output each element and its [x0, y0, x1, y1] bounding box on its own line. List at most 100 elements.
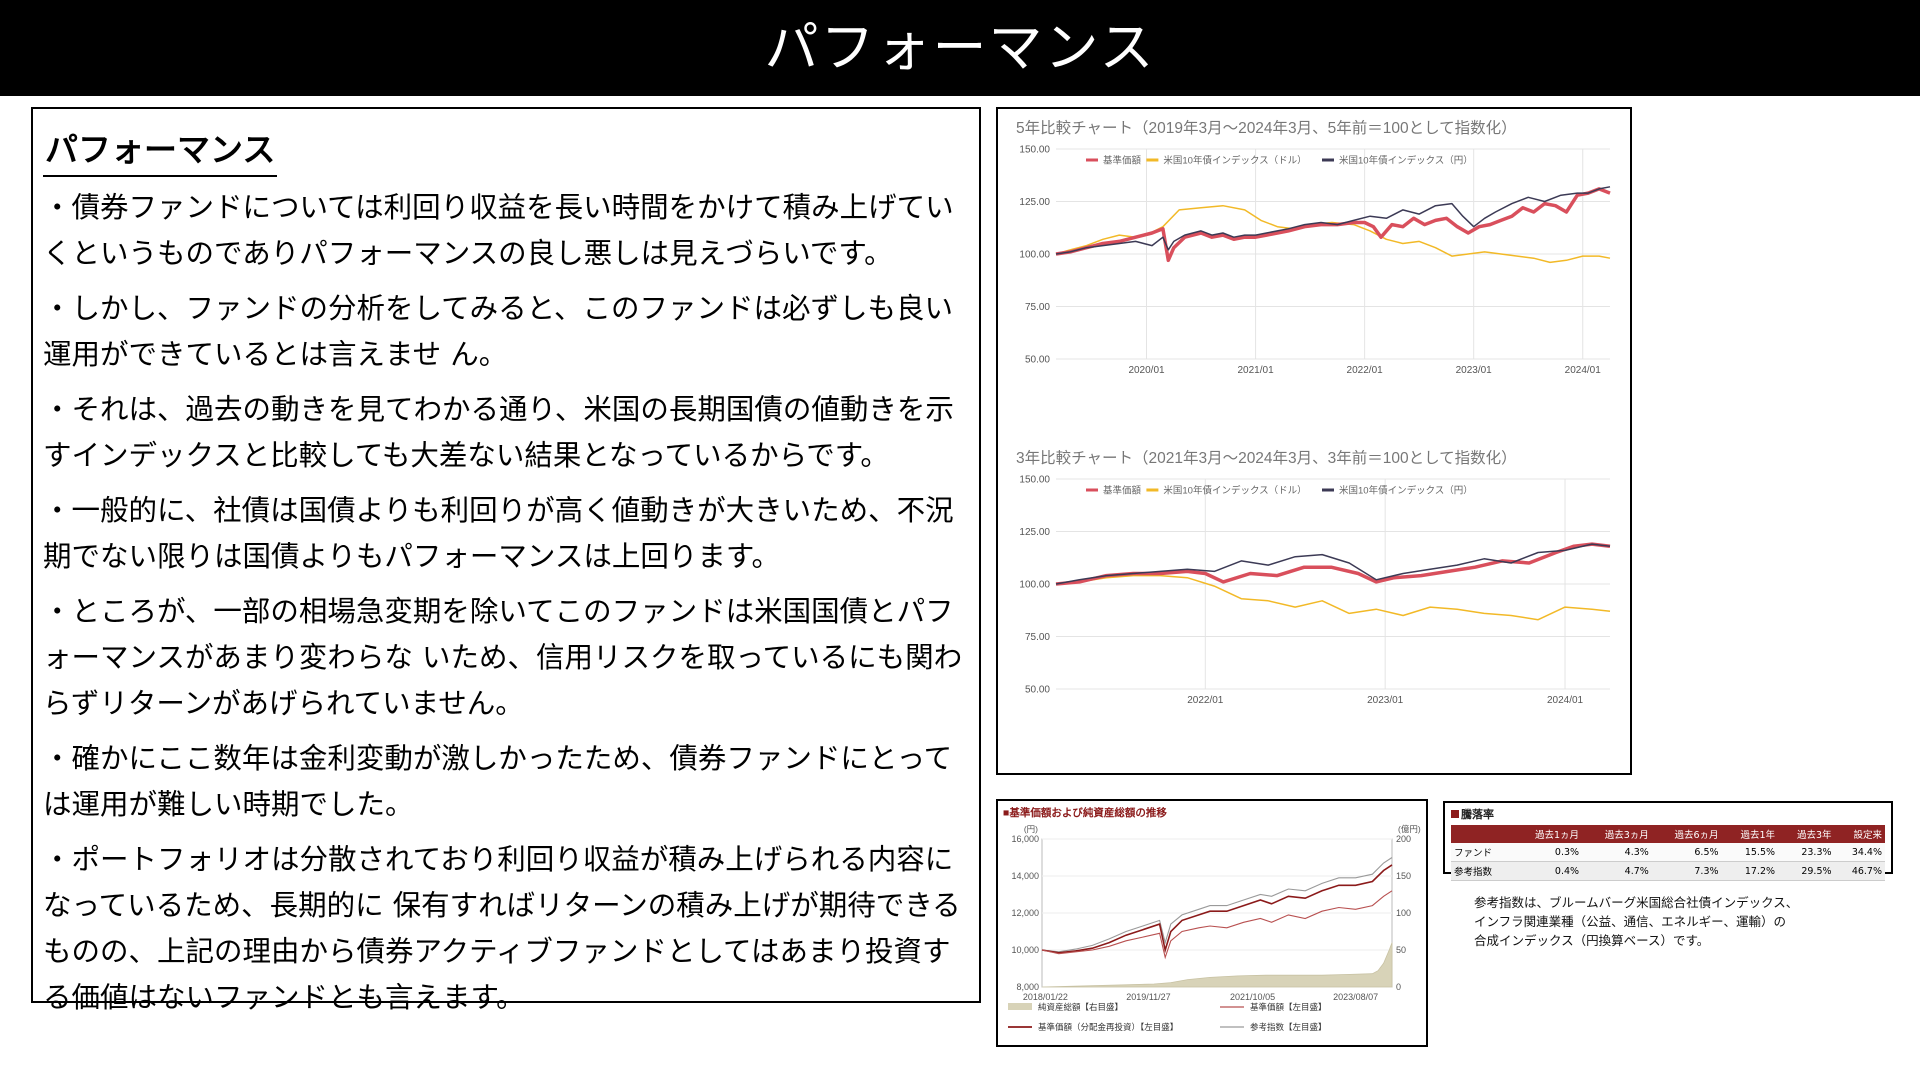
returns-title: 騰落率 — [1451, 806, 1885, 822]
paragraph: ・一般的に、社債は国債よりも利回りが高く値動きが大きいため、不況期でない限りは国… — [43, 494, 954, 573]
series-line — [1055, 187, 1611, 263]
series-line — [1055, 186, 1611, 255]
table-row: ファンド 0.3% 4.3% 6.5% 15.5% 23.3% 34.4% — [1451, 843, 1885, 862]
x-tick-label: 2024/01 — [1547, 695, 1584, 706]
y-tick-label: 50.00 — [1025, 685, 1050, 696]
header-cell: 過去3年 — [1778, 825, 1835, 843]
x-tick-label: 2020/01 — [1128, 365, 1165, 376]
x-tick-label: 2021/01 — [1237, 365, 1274, 376]
table-cell: 0.4% — [1512, 861, 1583, 881]
x-tick-label: 2019/11/27 — [1126, 992, 1170, 1002]
series-line — [1041, 857, 1393, 953]
x-tick-label: 2018/01/22 — [1023, 992, 1068, 1002]
x-tick-label: 2023/08/07 — [1333, 992, 1378, 1002]
note-line: インフラ関連業種（公益、通信、エネルギー、運輸）の — [1474, 914, 1787, 929]
legend-entry: 基準価額【左目盛】 — [1250, 1002, 1327, 1012]
table-cell: 29.5% — [1778, 861, 1835, 881]
y-tick-label: 125.00 — [1019, 197, 1050, 208]
y2-tick-label: 200 — [1396, 834, 1411, 844]
section-heading: パフォーマンス — [43, 123, 278, 177]
chart-title: ■基準価額および純資産総額の推移 — [1003, 806, 1167, 819]
legend-entry: 米国10年債インデックス（ドル） — [1163, 485, 1306, 497]
legend-swatch — [1008, 1003, 1032, 1010]
y-tick-label: 75.00 — [1025, 302, 1050, 313]
series-line — [1041, 890, 1393, 960]
comparison-chart: 3年比較チャート（2021年3月〜2024年3月、3年前＝100として指数化） 1… — [1016, 449, 1611, 706]
text-panel: パフォーマンス ・債券ファンドについては利回り収益を長い時間をかけて積み上げてい… — [31, 107, 981, 1014]
y-tick-label: 100.00 — [1019, 580, 1050, 591]
header-cell: 設定来 — [1834, 825, 1885, 843]
y-tick-label: 150.00 — [1019, 145, 1050, 156]
nav-chart-panel: ■基準価額および純資産総額の推移 (円) (億円) 16,000 14,000 12,00… — [996, 799, 1428, 1047]
comparison-charts-svg: 5年比較チャート（2019年3月〜2024年3月、5年前＝100として指数化） 1… — [1016, 119, 1611, 706]
returns-title-text: 騰落率 — [1461, 808, 1494, 821]
comparison-charts-panel: 5年比較チャート（2019年3月〜2024年3月、5年前＝100として指数化） 1… — [996, 107, 1632, 775]
chart-title: 3年比較チャート（2021年3月〜2024年3月、3年前＝100として指数化） — [1016, 449, 1517, 467]
legend-entry: 純資産総額【右目盛】 — [1038, 1002, 1123, 1012]
table-row: 参考指数 0.4% 4.7% 7.3% 17.2% 29.5% 46.7% — [1451, 861, 1885, 881]
y-tick-label: 75.00 — [1025, 632, 1050, 643]
series-line — [1041, 864, 1393, 954]
header-cell — [1451, 825, 1513, 843]
x-tick-label: 2021/10/05 — [1230, 992, 1275, 1002]
header-cell: 過去3ヵ月 — [1582, 825, 1652, 843]
y2-tick-label: 100 — [1396, 908, 1411, 918]
note-line: 合成インデックス（円換算ベース）です。 — [1474, 933, 1710, 948]
table-cell: 4.3% — [1582, 843, 1652, 862]
square-icon — [1451, 810, 1459, 818]
x-tick-label: 2023/01 — [1367, 695, 1404, 706]
returns-table-panel: 騰落率 過去1ヵ月 過去3ヵ月 過去6ヵ月 過去1年 過去3年 設定来 ファンド… — [1443, 801, 1893, 881]
x-tick-label: 2022/01 — [1187, 695, 1224, 706]
paragraph: ・それは、過去の動きを見てわかる通り、米国の長期国債の値動きを示すインデックスと… — [43, 393, 954, 472]
y2-tick-label: 0 — [1396, 982, 1401, 992]
nav-chart-svg: ■基準価額および純資産総額の推移 (円) (億円) 16,000 14,000 12,00… — [1003, 806, 1421, 1032]
paragraph: ・ポートフォリオは分散されており利回り収益が積み上げられる内容になっているため、… — [43, 843, 961, 1014]
y-tick-label: 100.00 — [1019, 250, 1050, 261]
table-cell: 6.5% — [1651, 843, 1722, 862]
legend-entry: 基準価額 — [1103, 485, 1142, 497]
series-line — [1055, 543, 1611, 585]
y-tick-label: 12,000 — [1011, 908, 1039, 918]
y-tick-label: 125.00 — [1019, 527, 1050, 538]
y-tick-label: 10,000 — [1011, 945, 1039, 955]
chart-title: 5年比較チャート（2019年3月〜2024年3月、5年前＝100として指数化） — [1016, 119, 1517, 137]
returns-header-row: 過去1ヵ月 過去3ヵ月 過去6ヵ月 過去1年 過去3年 設定来 — [1451, 825, 1885, 843]
row-label: 参考指数 — [1451, 861, 1513, 881]
asset-area — [1041, 942, 1393, 988]
left-unit-label: (円) — [1024, 824, 1038, 834]
x-tick-label: 2024/01 — [1565, 365, 1602, 376]
row-label: ファンド — [1451, 843, 1513, 862]
paragraph: ・ところが、一部の相場急変期を除いてこのファンドは米国国債とパフォーマンスがあま… — [43, 595, 963, 720]
banner-title: パフォーマンス — [0, 0, 1920, 96]
table-cell: 46.7% — [1834, 861, 1885, 881]
y-tick-label: 16,000 — [1011, 834, 1039, 844]
table-cell: 4.7% — [1582, 861, 1652, 881]
returns-table: 過去1ヵ月 過去3ヵ月 過去6ヵ月 過去1年 過去3年 設定来 ファンド 0.3… — [1451, 825, 1885, 881]
legend-entry: 基準価額（分配金再投資）【左目盛】 — [1038, 1022, 1178, 1032]
legend-entry: 基準価額 — [1103, 155, 1142, 167]
header-cell: 過去6ヵ月 — [1651, 825, 1722, 843]
comparison-chart: 5年比較チャート（2019年3月〜2024年3月、5年前＝100として指数化） 1… — [1016, 119, 1611, 376]
y-tick-label: 150.00 — [1019, 475, 1050, 486]
table-cell: 34.4% — [1834, 843, 1885, 862]
legend-entry: 米国10年債インデックス（円） — [1339, 155, 1473, 167]
y2-tick-label: 150 — [1396, 871, 1411, 881]
right-unit-label: (億円) — [1398, 824, 1421, 834]
table-cell: 0.3% — [1512, 843, 1583, 862]
y-tick-label: 14,000 — [1011, 871, 1039, 881]
header-cell: 過去1年 — [1721, 825, 1779, 843]
reference-index-note: 参考指数は、ブルームバーグ米国総合社債インデックス、 インフラ関連業種（公益、通… — [1474, 893, 1894, 950]
table-cell: 17.2% — [1721, 861, 1779, 881]
table-cell: 23.3% — [1778, 843, 1835, 862]
header-cell: 過去1ヵ月 — [1512, 825, 1583, 843]
legend-entry: 米国10年債インデックス（円） — [1339, 485, 1473, 497]
note-line: 参考指数は、ブルームバーグ米国総合社債インデックス、 — [1474, 895, 1799, 910]
x-tick-label: 2023/01 — [1456, 365, 1493, 376]
paragraph: ・確かにここ数年は金利変動が激しかったため、債券ファンドにとっては運用が難しい時… — [43, 742, 953, 821]
series-line — [1055, 574, 1611, 621]
y-tick-label: 50.00 — [1025, 355, 1050, 366]
series-line — [1055, 542, 1611, 586]
y2-tick-label: 50 — [1396, 945, 1406, 955]
legend-entry: 参考指数【左目盛】 — [1250, 1022, 1327, 1032]
nav-chart: ■基準価額および純資産総額の推移 (円) (億円) 16,000 14,000 12,00… — [1003, 806, 1421, 1032]
